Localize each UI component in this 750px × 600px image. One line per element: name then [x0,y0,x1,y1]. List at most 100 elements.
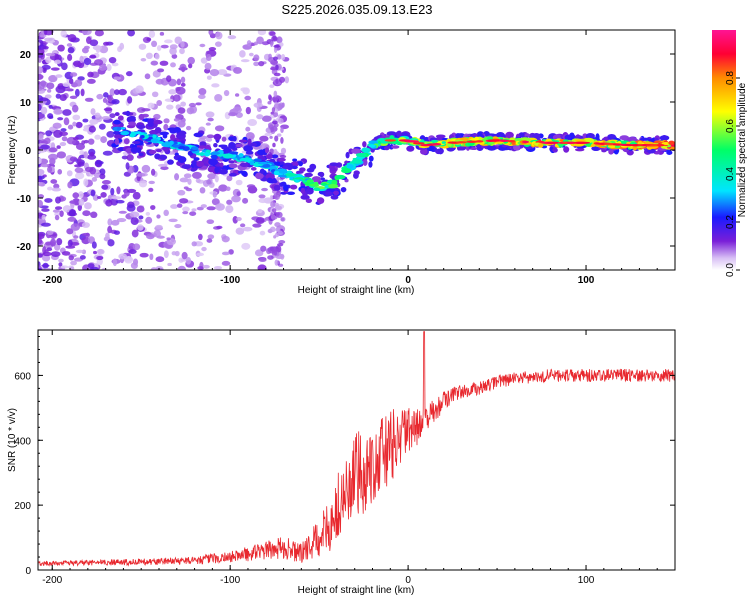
y-tick-label: 0 [25,566,31,577]
noise-blob [67,181,73,189]
noise-blob [164,98,174,102]
ridge-halo-blob [117,115,124,121]
ridge-halo-blob [585,133,595,139]
noise-blob [67,124,74,130]
ridge-halo-blob [563,146,570,153]
ridge-core-blob [177,145,186,150]
noise-blob [179,47,185,55]
noise-blob [273,193,278,199]
noise-blob [208,30,214,36]
noise-blob [55,74,63,78]
ridge-halo-blob [306,167,315,173]
noise-blob [216,225,223,229]
noise-blob [102,150,113,156]
ridge-halo-blob [191,160,197,167]
ridge-core-blob [172,144,180,148]
noise-blob [40,80,47,87]
ridge-halo-blob [173,126,182,133]
noise-blob [50,179,58,184]
ridge-peak-blob [507,139,516,143]
noise-blob [45,52,56,57]
noise-blob [44,37,53,42]
noise-blob [163,250,169,259]
ridge-halo-blob [138,113,145,121]
noise-blob [127,96,133,104]
ridge-core-blob [228,151,239,155]
colorbar: 0.0 0.2 0.4 0.6 0.8 Normalized spectral ampl… [712,30,748,277]
noise-blob [177,189,186,196]
noise-blob [61,62,68,71]
noise-blob [228,112,237,117]
noise-blob [83,57,92,66]
noise-blob [87,263,95,269]
noise-blob [189,211,197,216]
ridge-halo-blob [324,191,333,197]
noise-blob [77,161,85,167]
ridge-core-blob [239,157,249,162]
noise-blob [141,164,151,173]
ridge-core-blob [341,168,352,174]
noise-blob [69,200,78,204]
noise-blob [270,214,276,220]
noise-blob [74,79,83,87]
ridge-halo-blob [259,168,265,174]
noise-blob [185,187,193,192]
noise-blob [38,97,49,102]
colorbar-tick-label: 0.4 [725,167,736,181]
ridge-halo-blob [477,131,483,137]
ridge-core-blob [285,172,297,177]
noise-blob [169,44,178,50]
noise-blob [169,47,177,56]
noise-blob [47,186,53,191]
noise-blob [152,70,161,78]
noise-blob [191,241,197,247]
noise-blob [221,235,230,243]
noise-blob [82,210,91,217]
noise-blob [116,217,127,223]
x-tick-label: -200 [42,275,62,286]
ridge-halo-blob [265,173,275,180]
noise-blob [241,242,251,250]
noise-blob [253,41,258,46]
x-tick-label: 100 [578,575,595,586]
noise-blob [48,147,58,153]
noise-blob [89,151,95,157]
noise-blob [38,42,41,46]
noise-blob [101,180,112,185]
noise-blob [245,126,251,132]
noise-blob [107,239,115,247]
noise-blob [156,45,162,52]
noise-blob [43,30,54,36]
y-tick-label: -10 [17,194,32,205]
noise-blob [232,106,242,114]
noise-blob [273,44,280,48]
noise-blob [274,222,281,228]
noise-blob [144,73,151,80]
noise-blob [176,78,182,86]
noise-blob [107,218,113,226]
noise-blob [55,85,66,94]
ridge-halo-blob [264,147,270,154]
x-tick-label: -200 [42,575,62,586]
noise-blob [269,195,274,200]
noise-blob [179,177,189,183]
noise-blob [246,40,252,47]
noise-blob [110,219,120,226]
ridge-core-blob [320,182,328,186]
noise-blob [106,63,112,72]
noise-blob [172,94,181,102]
noise-blob [74,172,85,180]
noise-blob [72,136,80,141]
noise-blob [284,76,290,84]
noise-blob [171,53,178,59]
ridge-halo-blob [155,148,162,153]
noise-blob [126,154,134,161]
noise-blob [78,191,84,199]
noise-blob [86,36,92,45]
noise-blob [182,211,189,215]
noise-blob [70,72,78,77]
noise-blob [66,228,74,235]
noise-blob [38,182,46,187]
noise-blob [270,67,277,71]
noise-blob [271,107,276,113]
